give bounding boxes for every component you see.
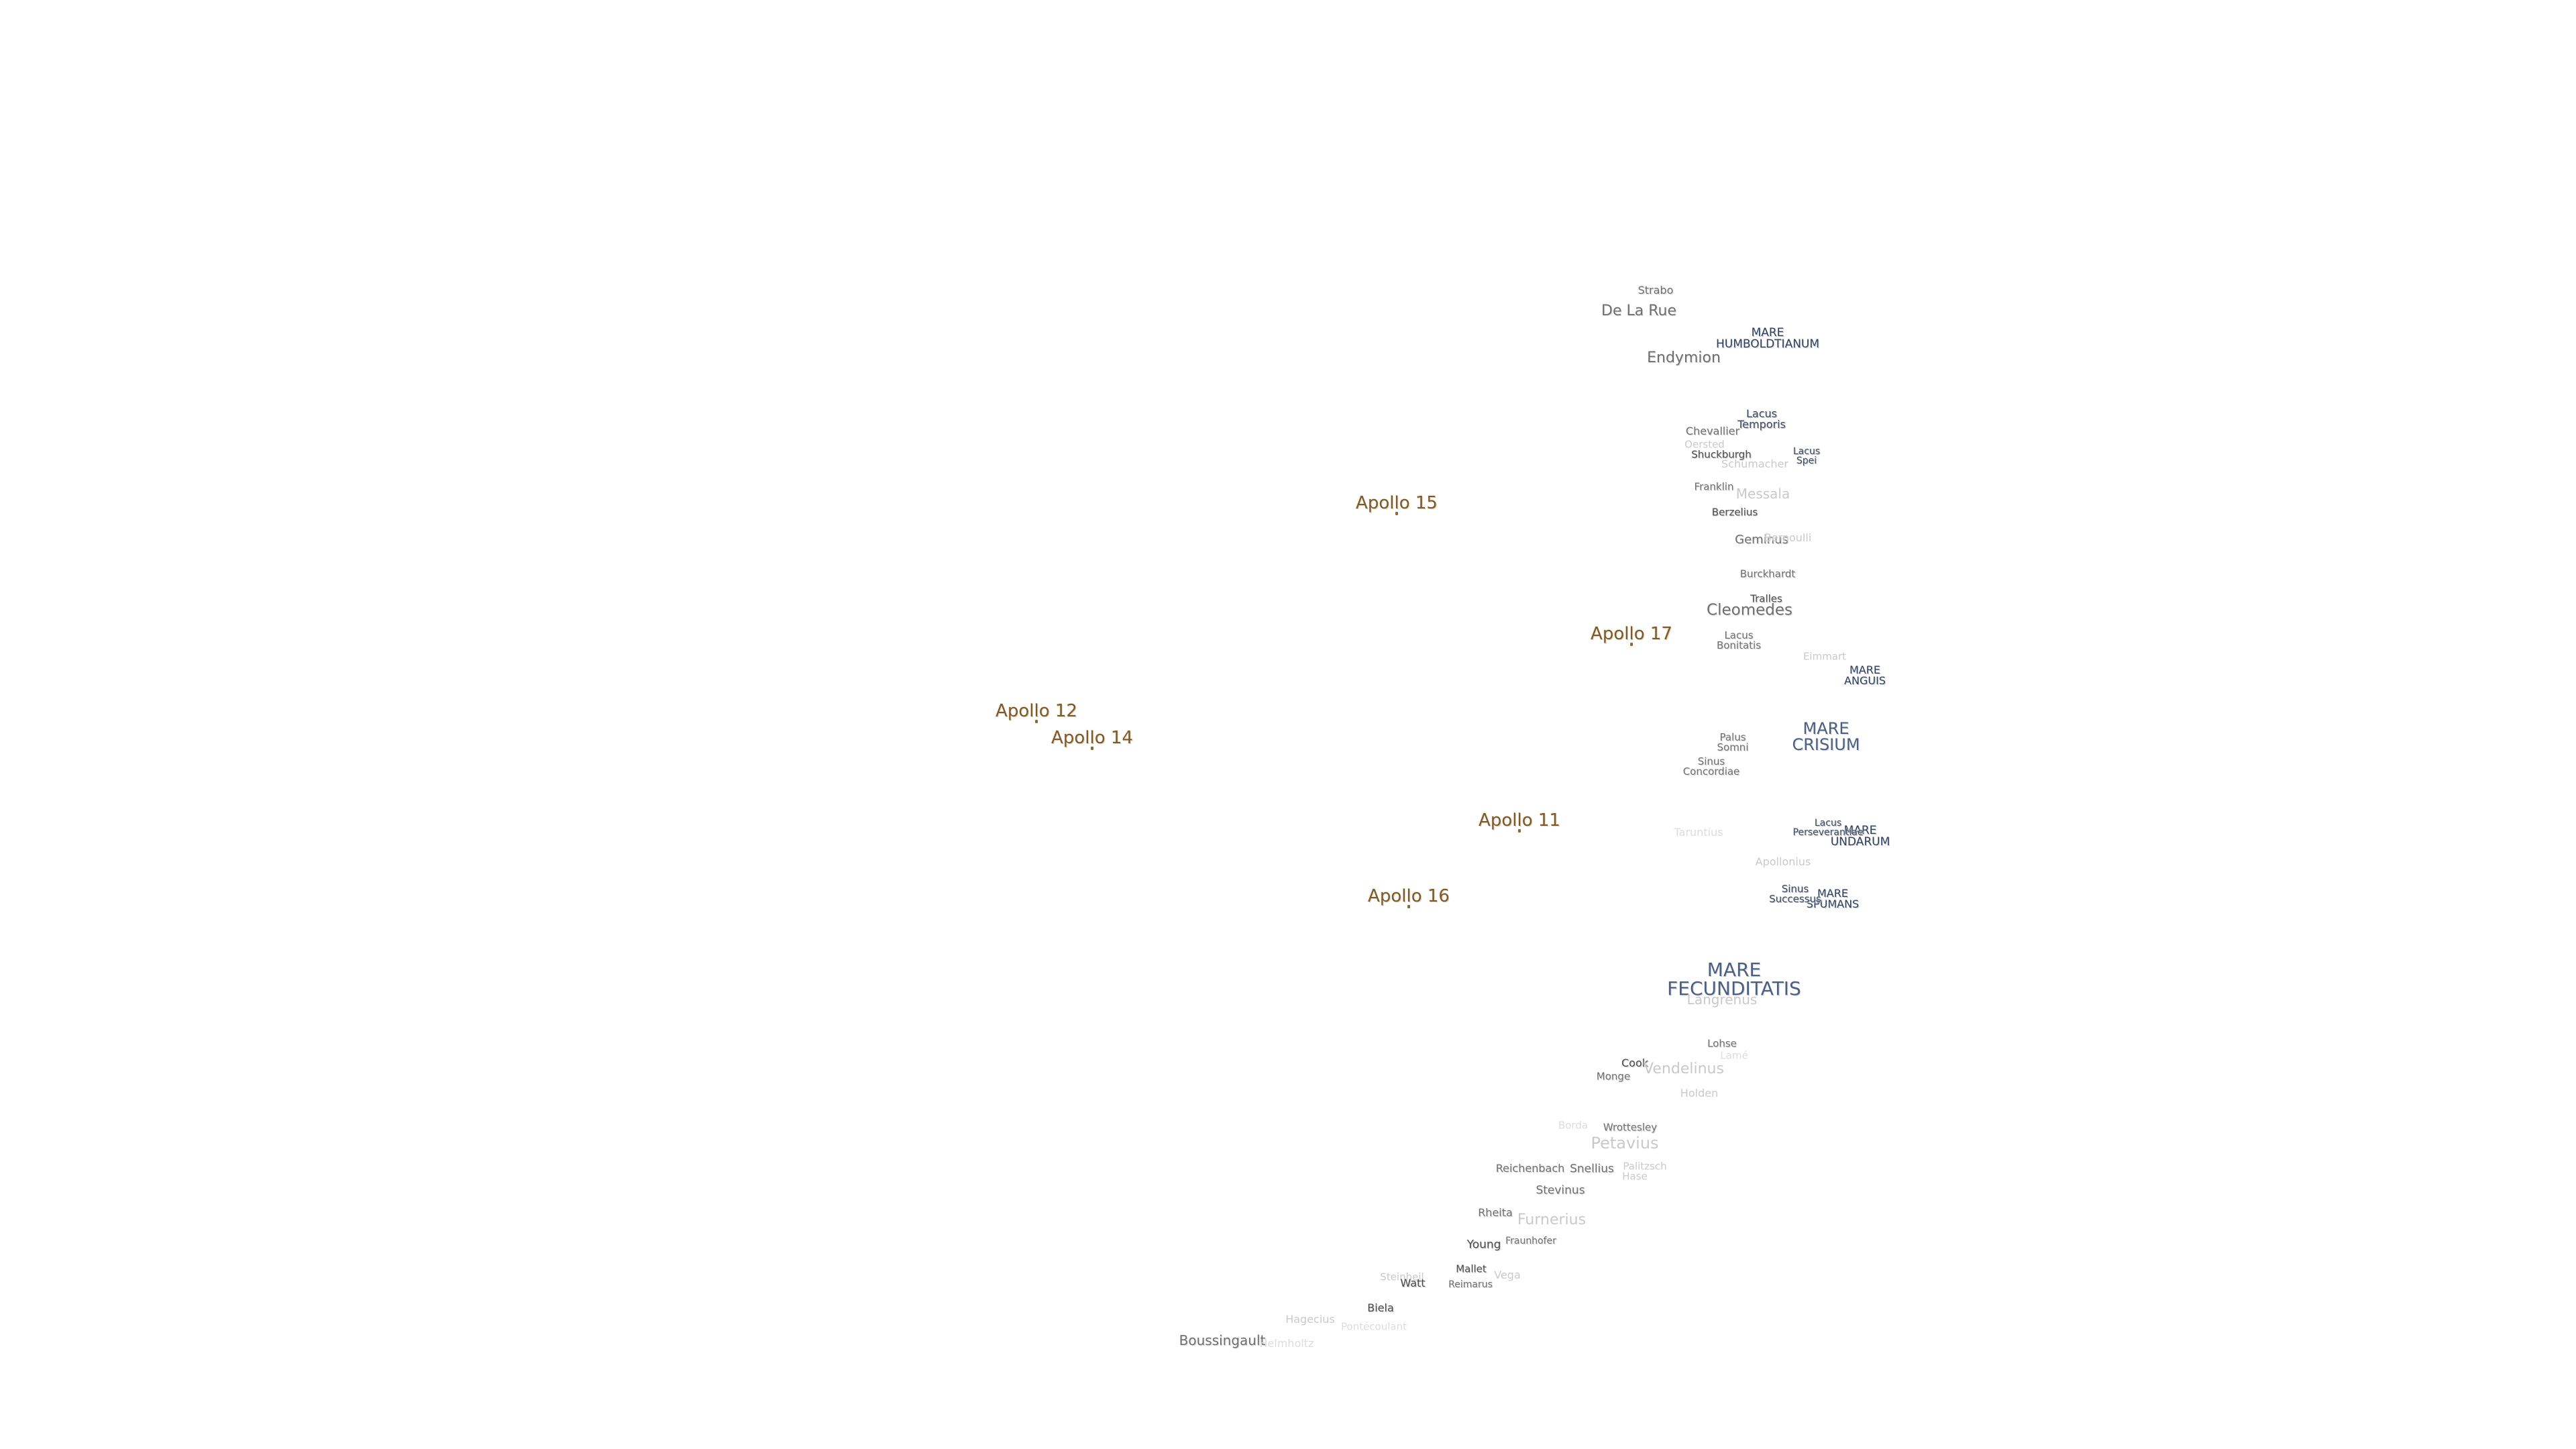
crater-label[interactable]: Rheita — [1478, 1206, 1513, 1219]
crater-label[interactable]: Furnerius — [1517, 1212, 1587, 1228]
crater-label[interactable]: Cook — [1621, 1057, 1649, 1069]
crater-label[interactable]: Schumacher — [1721, 458, 1788, 470]
crater-label[interactable]: Reimarus — [1448, 1279, 1493, 1290]
lacus-label[interactable]: Lacus Spei — [1792, 446, 1821, 466]
crater-label[interactable]: Lamé — [1720, 1049, 1748, 1062]
crater-label[interactable]: Berzelius — [1711, 506, 1758, 519]
crater-label[interactable]: Pontécoulant — [1341, 1320, 1407, 1333]
crater-label[interactable]: Endymion — [1647, 350, 1721, 366]
crater-label[interactable]: Stevinus — [1536, 1183, 1585, 1197]
apollo-15-marker[interactable]: Apollo 15 — [1356, 494, 1438, 515]
lacus-label[interactable]: Lacus Perseverantiae — [1792, 818, 1864, 838]
crater-label[interactable]: Cleomedes — [1707, 601, 1792, 619]
landing-site-icon — [1630, 643, 1633, 646]
crater-label[interactable]: Hase — [1622, 1170, 1648, 1183]
crater-label[interactable]: Petavius — [1591, 1134, 1659, 1152]
crater-label[interactable]: Palitzsch — [1623, 1160, 1667, 1173]
crater-label[interactable]: Biela — [1367, 1301, 1394, 1314]
apollo-17-marker[interactable]: Apollo 17 — [1591, 625, 1672, 646]
crater-label[interactable]: Geminus — [1735, 533, 1788, 547]
mare-label[interactable]: MARE CRISIUM — [1792, 719, 1860, 754]
apollo-11-marker[interactable]: Apollo 11 — [1479, 812, 1560, 833]
crater-label[interactable]: Chevallier — [1685, 425, 1740, 437]
crater-label[interactable]: Mallet — [1456, 1263, 1487, 1275]
crater-label[interactable]: Helmholtz — [1259, 1337, 1314, 1350]
crater-label[interactable]: Hagecius — [1285, 1313, 1335, 1326]
crater-label[interactable]: Fraunhofer — [1505, 1236, 1556, 1246]
landing-site-icon — [1091, 747, 1093, 750]
crater-label[interactable]: Steinheil — [1380, 1271, 1424, 1283]
crater-label[interactable]: Lohse — [1707, 1037, 1737, 1050]
crater-label[interactable]: De La Rue — [1601, 303, 1676, 319]
apollo-12-marker[interactable]: Apollo 12 — [996, 702, 1077, 723]
sinus-label[interactable]: Sinus Concordiae — [1682, 755, 1740, 777]
crater-label[interactable]: Young — [1466, 1238, 1501, 1252]
apollo-16-marker[interactable]: Apollo 16 — [1368, 888, 1450, 908]
crater-label[interactable]: Franklin — [1694, 480, 1734, 493]
apollo-14-marker[interactable]: Apollo 14 — [1051, 729, 1133, 750]
crater-label[interactable]: Reichenbach — [1495, 1162, 1565, 1175]
landing-site-icon — [1035, 720, 1038, 723]
mare-label[interactable]: MARE HUMBOLDTIANUM — [1715, 326, 1820, 351]
lacus-label[interactable]: Lacus Bonitatis — [1716, 629, 1762, 651]
crater-label[interactable]: Boussingault — [1179, 1332, 1266, 1348]
palus-label[interactable]: Palus Somni — [1717, 731, 1749, 753]
mare-label[interactable]: MARE FECUNDITATIS — [1667, 959, 1801, 1000]
crater-label[interactable]: Taruntius — [1674, 826, 1723, 839]
crater-label[interactable]: Monge — [1596, 1070, 1631, 1083]
crater-label[interactable]: Tralles — [1750, 592, 1782, 605]
crater-label[interactable]: Vega — [1494, 1269, 1521, 1281]
crater-label[interactable]: Burckhardt — [1739, 568, 1796, 580]
crater-label[interactable]: Wrottesley — [1603, 1121, 1658, 1134]
crater-label[interactable]: Strabo — [1638, 284, 1674, 297]
crater-label[interactable]: Borda — [1558, 1119, 1589, 1132]
crater-label[interactable]: Vendelinus — [1644, 1061, 1724, 1077]
landing-site-icon — [1407, 905, 1410, 908]
crater-label[interactable]: Oersted — [1684, 438, 1725, 451]
crater-label[interactable]: Messala — [1735, 486, 1790, 502]
crater-label[interactable]: Watt — [1400, 1277, 1426, 1289]
mare-label[interactable]: MARE SPUMANS — [1806, 887, 1860, 910]
sinus-label[interactable]: Sinus Successus — [1769, 883, 1821, 905]
crater-label[interactable]: Apollonius — [1755, 855, 1811, 868]
crater-label[interactable]: Bernoulli — [1764, 531, 1812, 544]
crater-label[interactable]: Shuckburgh — [1691, 448, 1752, 461]
lacus-label[interactable]: Lacus Temporis — [1737, 407, 1786, 431]
landing-site-icon — [1395, 512, 1398, 515]
mare-label[interactable]: MARE UNDARUM — [1830, 824, 1890, 849]
mare-label[interactable]: MARE ANGUIS — [1844, 663, 1886, 687]
crater-label[interactable]: Langrenus — [1686, 991, 1758, 1008]
crater-label[interactable]: Eimmart — [1803, 650, 1847, 663]
landing-site-icon — [1518, 829, 1521, 833]
crater-label[interactable]: Snellius — [1570, 1162, 1614, 1176]
crater-label[interactable]: Holden — [1680, 1087, 1719, 1099]
